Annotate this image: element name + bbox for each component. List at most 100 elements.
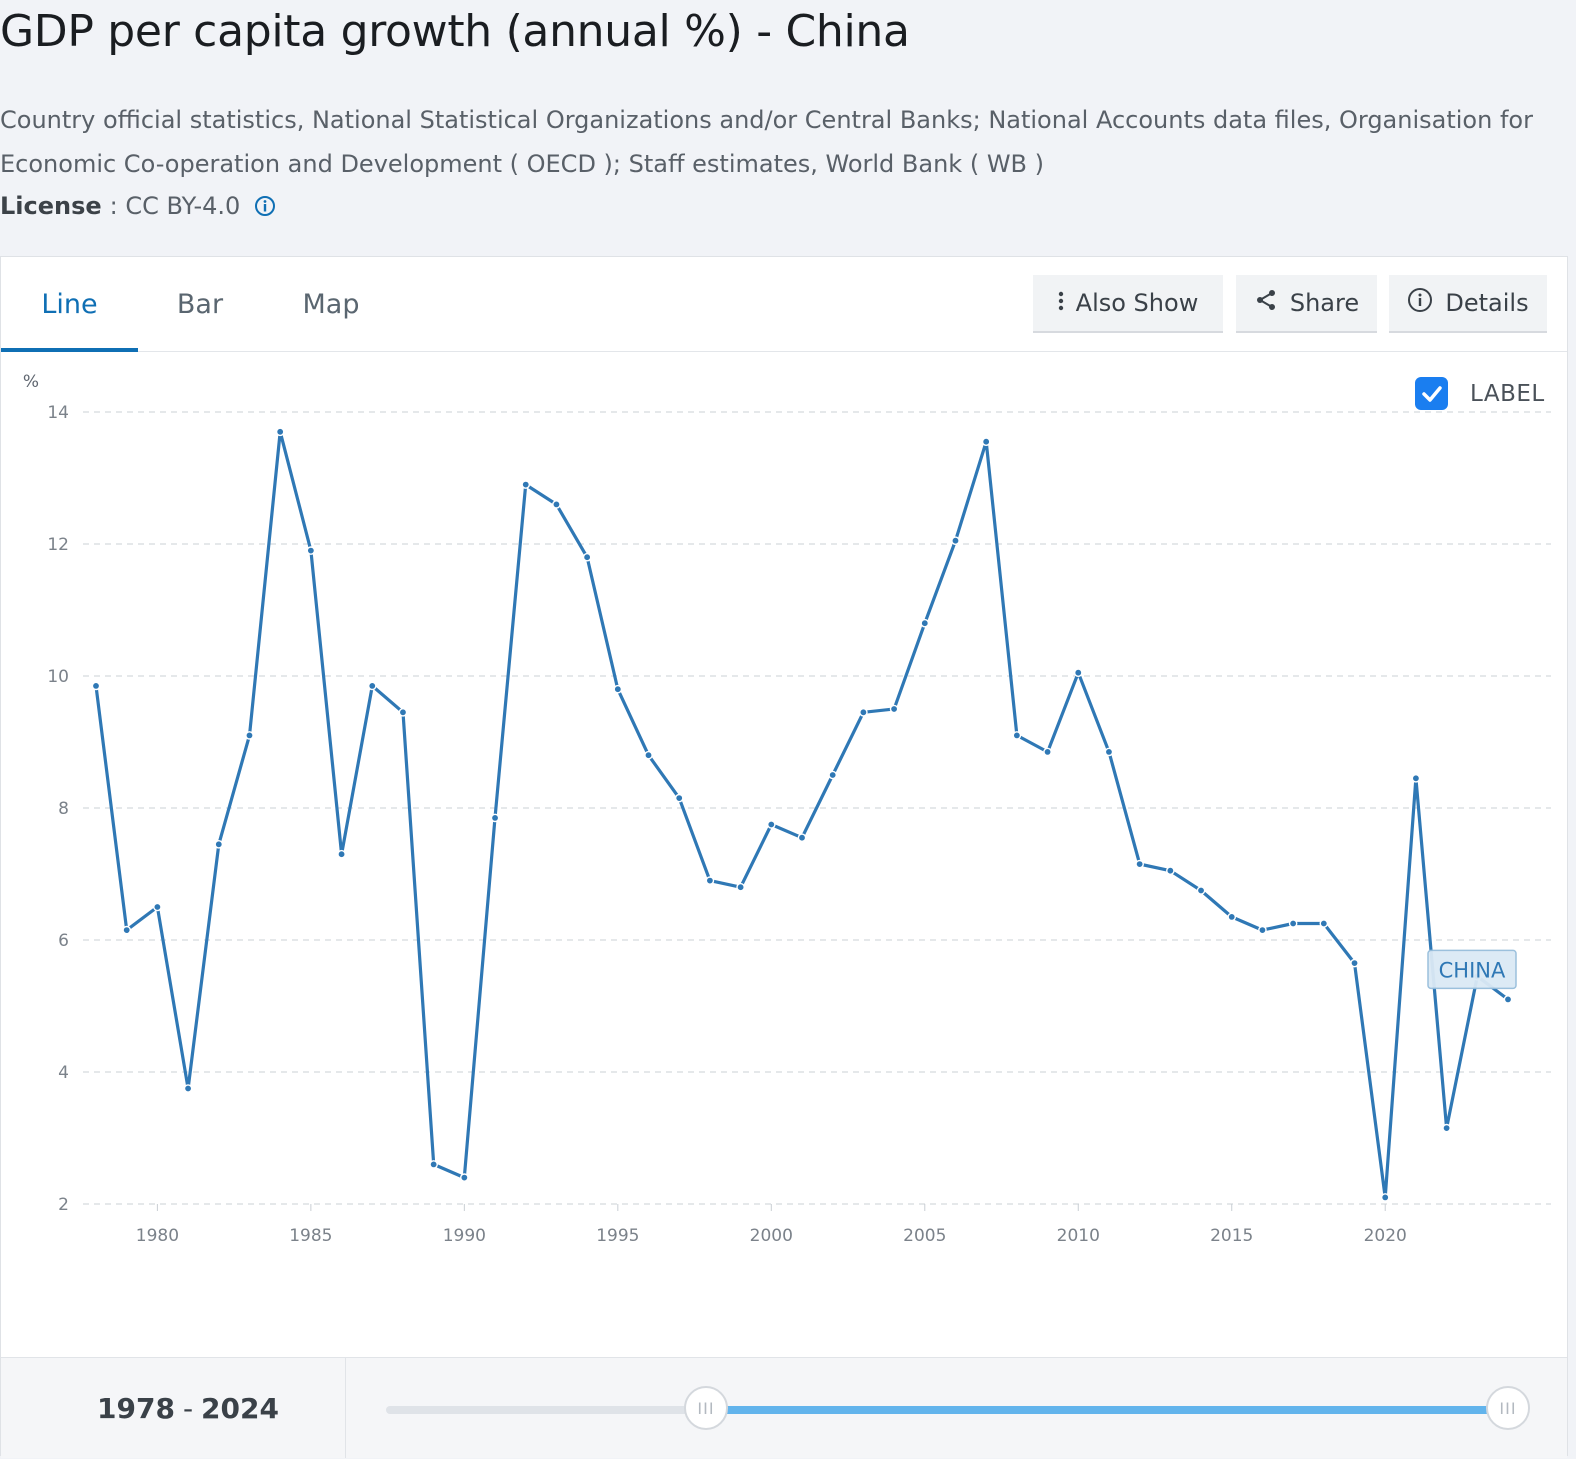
data-points (91, 427, 1513, 1202)
line-chart: % 2 4 6 8 10 12 14 1980 1985 1990 1995 2000 2005 201… (23, 372, 1551, 1246)
label-toggle[interactable]: LABEL (1415, 377, 1545, 410)
time-range-footer: 1978-2024 III III (1, 1357, 1567, 1458)
data-point[interactable] (920, 618, 930, 628)
data-point[interactable] (951, 536, 960, 545)
data-point[interactable] (1043, 747, 1052, 757)
footer-divider (345, 1358, 346, 1458)
x-tick-label: 2005 (903, 1226, 946, 1246)
range-end-handle[interactable]: III (1486, 1386, 1530, 1430)
range-start-handle[interactable]: III (684, 1386, 728, 1430)
data-point[interactable] (1442, 1123, 1451, 1133)
data-point[interactable] (521, 480, 531, 489)
tab-bar[interactable]: Bar (176, 288, 224, 320)
x-tick-label: 1995 (596, 1226, 639, 1246)
chart-grid (83, 411, 1551, 1205)
data-point[interactable] (214, 839, 224, 849)
y-tick-label: 8 (58, 799, 69, 819)
page-title: GDP per capita growth (annual %) - China (0, 6, 910, 57)
x-tick-label: 1980 (136, 1226, 179, 1246)
data-point[interactable] (1196, 886, 1206, 895)
tab-map[interactable]: Map (302, 288, 360, 320)
y-axis: 2 4 6 8 10 12 14 (47, 403, 69, 1215)
data-point[interactable] (429, 1160, 438, 1169)
more-vertical-icon (1058, 289, 1064, 317)
x-tick-label: 1990 (443, 1226, 486, 1246)
series-tag-box (1427, 949, 1517, 990)
data-point[interactable] (122, 925, 131, 935)
y-tick-label: 10 (47, 667, 69, 687)
data-point[interactable] (736, 882, 745, 892)
x-tick-label: 1985 (289, 1226, 332, 1246)
data-point[interactable] (1350, 958, 1359, 968)
share-label: Share (1289, 289, 1360, 317)
data-point[interactable] (490, 813, 500, 823)
x-axis: 1980 1985 1990 1995 2000 2005 2010 2015 2020 (136, 1204, 1407, 1246)
also-show-label: Also Show (1075, 289, 1199, 317)
data-point[interactable] (91, 681, 101, 691)
data-point[interactable] (1012, 731, 1022, 740)
data-point[interactable] (1258, 925, 1267, 935)
data-point[interactable] (828, 770, 837, 780)
y-tick-label: 2 (58, 1195, 69, 1215)
data-point[interactable] (1073, 668, 1083, 678)
y-tick-label: 4 (58, 1063, 69, 1083)
data-point[interactable] (674, 793, 684, 803)
range-slider-fill (706, 1406, 1508, 1414)
data-point[interactable] (797, 833, 807, 843)
info-circle-icon (1407, 287, 1433, 319)
label-checkbox[interactable] (1415, 377, 1448, 410)
license-value: : CC BY-4.0 (109, 192, 241, 220)
license-label: License (0, 192, 102, 220)
data-point[interactable] (705, 876, 715, 885)
also-show-button[interactable]: Also Show (1033, 275, 1223, 333)
license-row: License : CC BY-4.0 (0, 192, 276, 220)
data-point[interactable] (1288, 919, 1298, 928)
data-point[interactable] (1227, 912, 1237, 922)
data-point[interactable] (1135, 859, 1144, 869)
data-point[interactable] (1503, 995, 1513, 1004)
y-tick-label: 12 (47, 535, 69, 555)
data-point[interactable] (613, 684, 623, 694)
range-label: 1978-2024 (97, 1392, 279, 1425)
data-point[interactable] (460, 1173, 469, 1182)
data-point[interactable] (859, 707, 868, 717)
info-icon[interactable] (254, 195, 276, 217)
details-button[interactable]: Details (1389, 275, 1547, 333)
chart-panel: Line Bar Map Also Show Share Details LAB… (0, 256, 1568, 1458)
details-label: Details (1445, 289, 1529, 317)
range-separator: - (182, 1392, 194, 1425)
series-label-china: CHINA (1427, 949, 1517, 990)
y-tick-label: 6 (58, 931, 69, 951)
data-point[interactable] (367, 681, 377, 691)
x-tick-label: 2010 (1057, 1226, 1100, 1246)
data-point[interactable] (398, 707, 408, 717)
data-point[interactable] (1411, 773, 1421, 783)
x-tick-label: 2020 (1364, 1226, 1407, 1246)
share-icon (1254, 288, 1278, 318)
data-point[interactable] (644, 750, 653, 760)
data-point[interactable] (1380, 1193, 1390, 1202)
data-point[interactable] (981, 437, 991, 446)
x-tick-label: 2015 (1210, 1226, 1253, 1246)
label-toggle-text: LABEL (1470, 380, 1545, 407)
data-point[interactable] (306, 546, 316, 555)
data-point[interactable] (889, 704, 899, 714)
check-icon (1421, 385, 1442, 402)
x-tick-label: 2000 (750, 1226, 793, 1246)
data-point[interactable] (153, 902, 162, 912)
data-point[interactable] (183, 1084, 193, 1093)
y-axis-unit: % (23, 372, 39, 392)
data-point[interactable] (275, 427, 285, 437)
data-point[interactable] (582, 552, 592, 562)
data-point[interactable] (1319, 919, 1329, 928)
share-button[interactable]: Share (1236, 275, 1377, 333)
data-point[interactable] (1166, 866, 1175, 876)
data-point[interactable] (552, 500, 561, 509)
data-point[interactable] (245, 731, 254, 740)
data-point[interactable] (337, 849, 346, 859)
source-note: Country official statistics, National St… (0, 106, 1533, 178)
tab-line[interactable]: Line (1, 257, 138, 352)
chart-tabs: Line Bar Map Also Show Share Details (1, 257, 1567, 352)
data-point[interactable] (767, 820, 776, 829)
data-point[interactable] (1104, 747, 1114, 757)
